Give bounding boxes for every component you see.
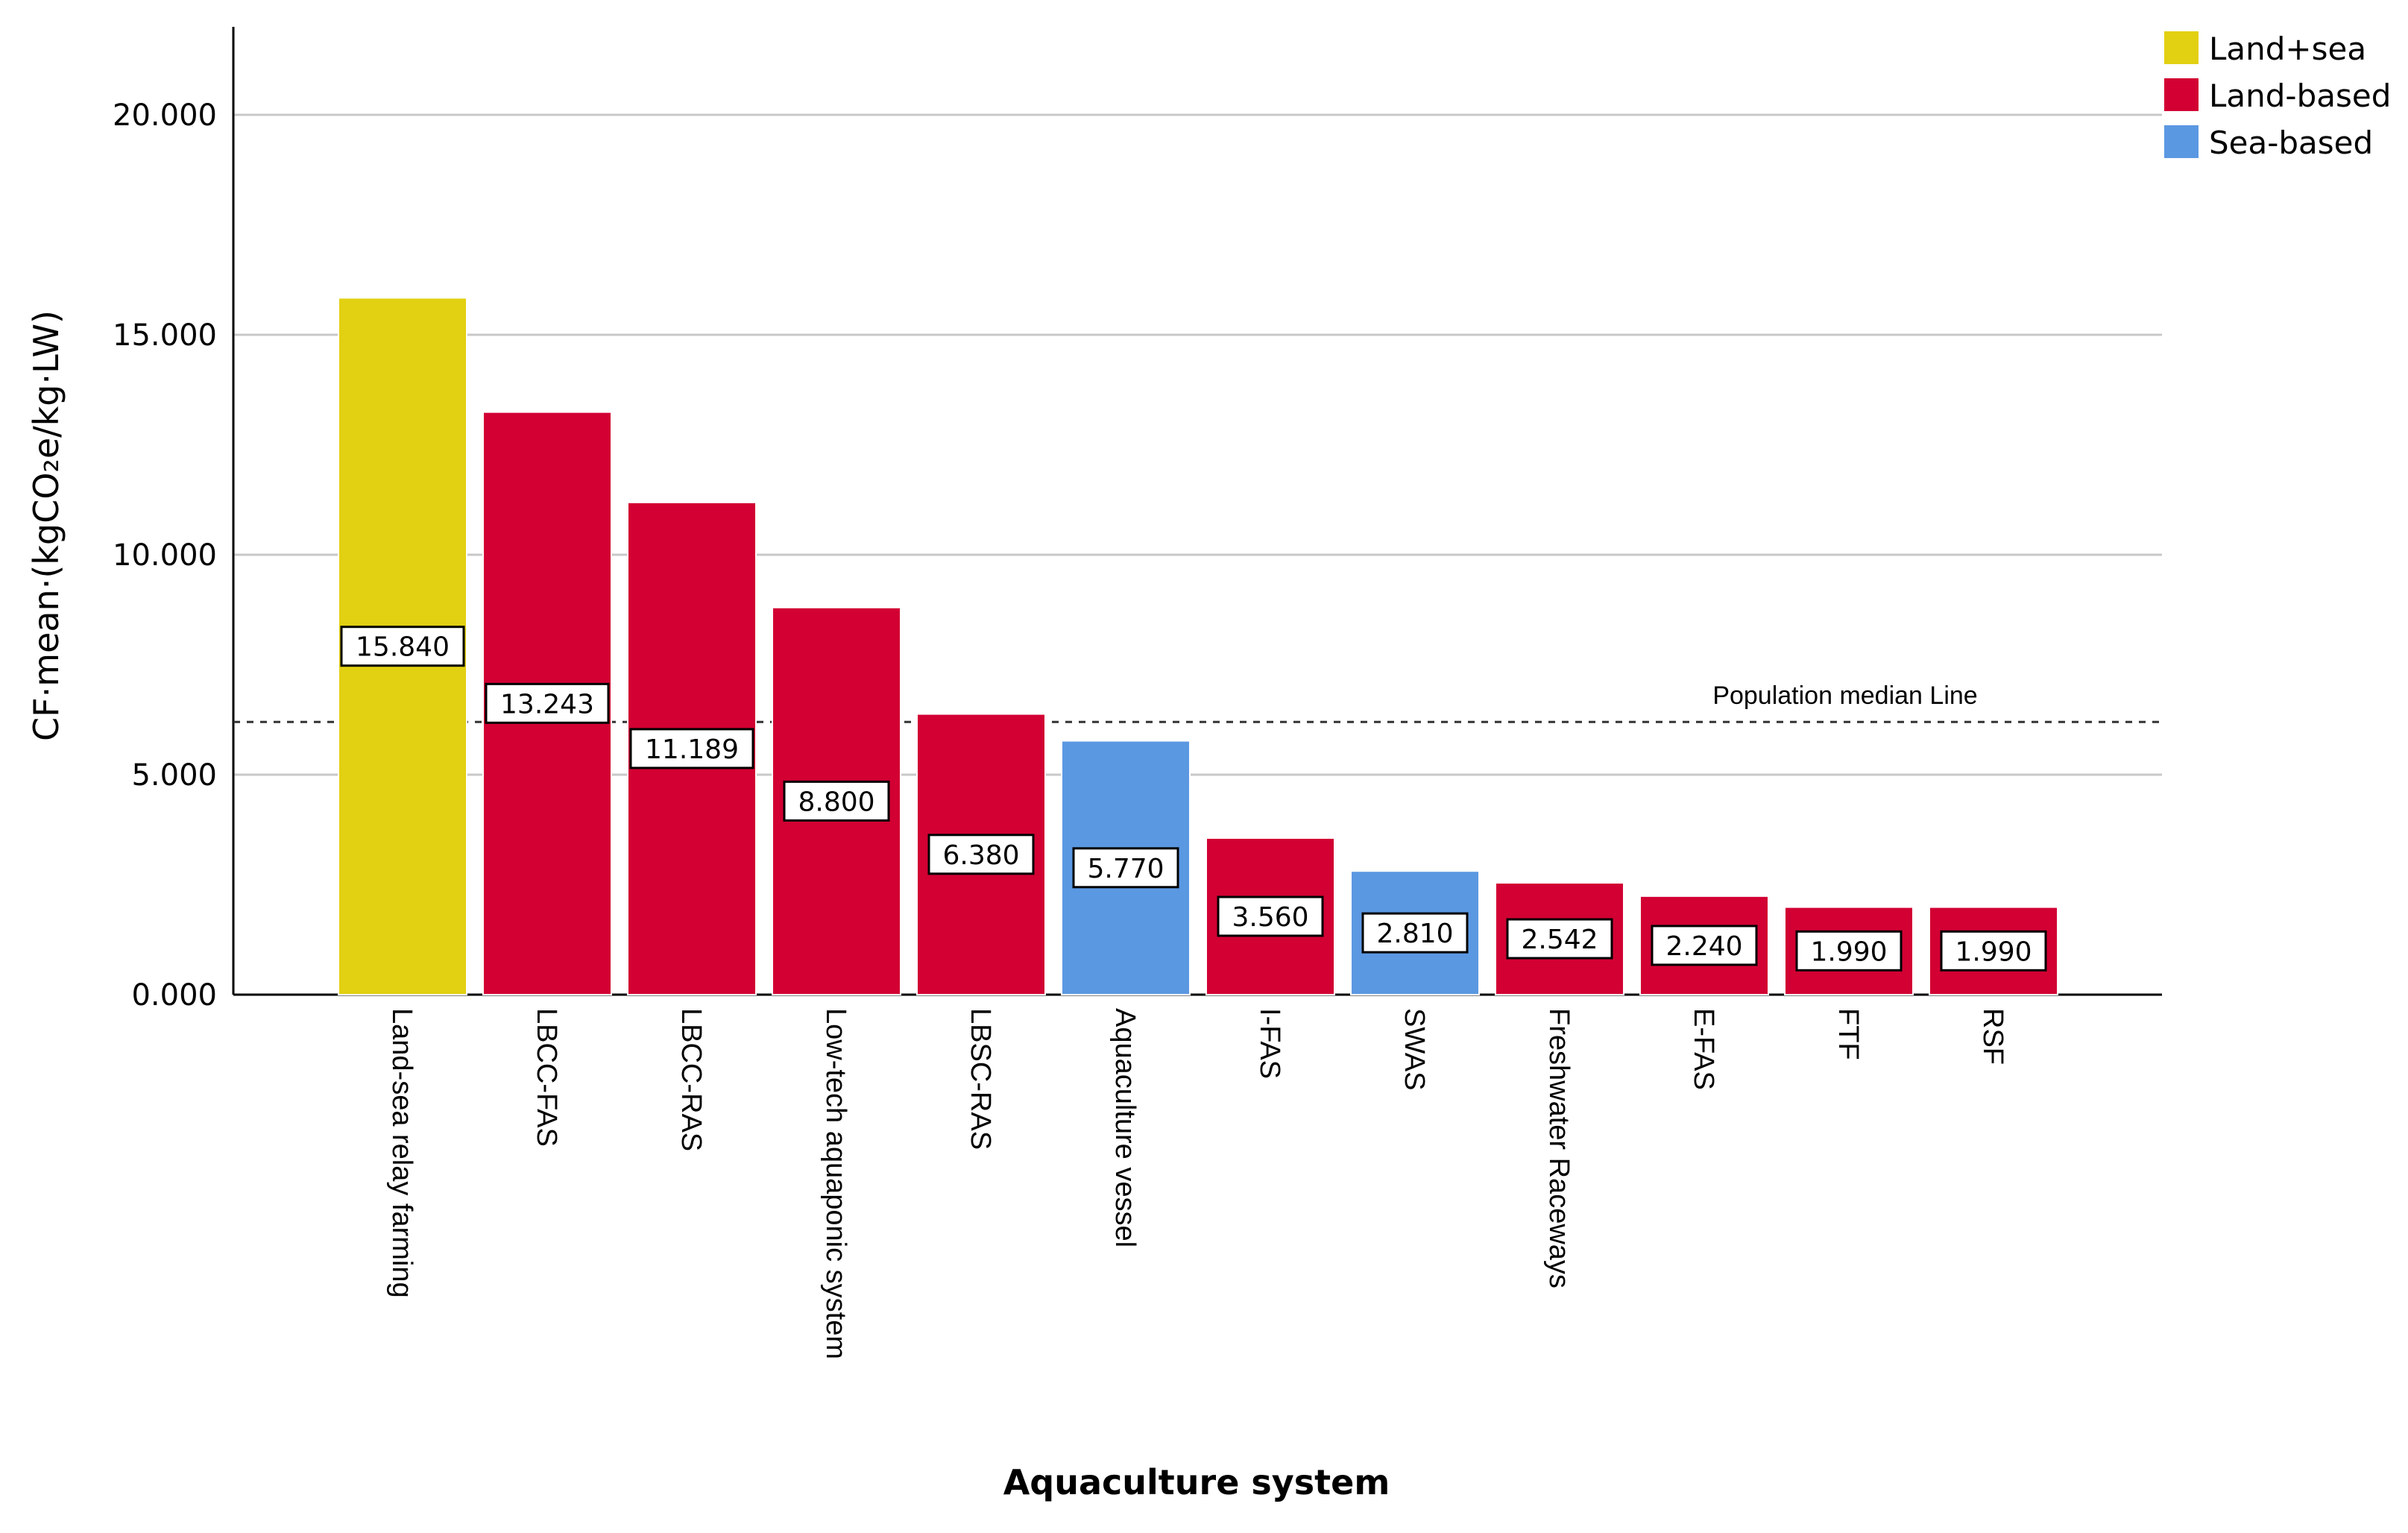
data-label: 6.380 (927, 834, 1035, 875)
x-tick-label: E-FAS (1688, 1008, 1719, 1090)
legend-label: Land-based (2209, 78, 2391, 114)
y-tick-label: 15.000 (113, 318, 217, 353)
data-label: 1.990 (1940, 930, 2047, 972)
x-tick-label: SWAS (1399, 1008, 1430, 1091)
y-axis-title: CF·mean·(kgCO₂e/kg·LW) (26, 310, 66, 741)
data-label-box (1217, 895, 1324, 937)
data-label: 13.243 (485, 682, 610, 724)
median-line-label: Population median Line (1712, 681, 1977, 710)
legend-swatch (2164, 78, 2199, 111)
bars (338, 297, 2058, 996)
data-label-box (1506, 918, 1613, 960)
x-tick-label: Land-sea relay farming (386, 1008, 417, 1298)
y-tick-label: 20.000 (113, 98, 217, 133)
data-label-box (927, 834, 1035, 875)
data-label-text: 2.240 (1665, 931, 1742, 962)
data-label-text: 2.542 (1521, 925, 1598, 955)
data-label-text: 5.770 (1087, 854, 1164, 884)
x-tick-label: LBCC-RAS (675, 1008, 707, 1151)
data-label-text: 1.990 (1810, 937, 1887, 967)
data-label-text: 2.810 (1376, 919, 1453, 949)
data-label-box (1361, 912, 1469, 954)
data-label-box (1795, 930, 1903, 972)
data-label-box (1940, 930, 2047, 972)
legend-label: Sea-based (2209, 125, 2373, 161)
data-label-text: 13.243 (500, 689, 594, 720)
data-label: 2.542 (1506, 918, 1613, 960)
x-tick-label: Aquaculture vessel (1109, 1008, 1141, 1247)
x-tick-label: FTF (1832, 1008, 1864, 1060)
data-label: 3.560 (1217, 895, 1324, 937)
data-label-text: 3.560 (1232, 902, 1308, 933)
data-label: 5.770 (1072, 847, 1179, 889)
data-label-text: 11.189 (645, 734, 739, 765)
y-tick-label: 5.000 (131, 758, 217, 793)
data-label-box (340, 626, 465, 667)
y-tick-label: 0.000 (131, 978, 217, 1013)
data-label-box (1072, 847, 1179, 889)
x-axis-title: Aquaculture system (1003, 1462, 1390, 1502)
x-tick-label: I-FAS (1254, 1008, 1285, 1079)
y-tick-label: 10.000 (113, 538, 217, 573)
x-tick-label: Freshwater Raceways (1543, 1008, 1575, 1288)
legend-swatch (2164, 125, 2199, 158)
x-tick-label: LBCC-FAS (531, 1008, 562, 1147)
y-tick-labels: 0.000 5.000 10.000 15.000 20.000 (113, 98, 217, 1013)
data-label-text: 15.840 (356, 632, 450, 663)
data-label: 2.240 (1651, 925, 1758, 966)
data-label-text: 1.990 (1955, 937, 2032, 967)
data-label: 11.189 (629, 728, 754, 769)
x-tick-label: Low-tech aquaponic system (820, 1008, 851, 1359)
data-labels: 15.840 13.243 11.189 8.800 6.380 5.770 3.560 2.… (340, 626, 2047, 972)
data-label: 8.800 (783, 780, 890, 822)
legend-swatch (2164, 31, 2199, 64)
data-label-text: 8.800 (798, 787, 874, 817)
category-labels: Land-sea relay farming LBCC-FAS LBCC-RAS Lo… (386, 1008, 2008, 1359)
data-label-text: 6.380 (942, 840, 1019, 871)
median-line-group: Population median Line (233, 681, 2162, 723)
data-label: 1.990 (1795, 930, 1903, 972)
data-label-box (485, 682, 610, 724)
data-label: 15.840 (340, 626, 465, 667)
data-label-box (783, 780, 890, 822)
legend-label: Land+sea (2209, 31, 2366, 67)
legend: Land+sea Land-based Sea-based (2164, 31, 2391, 161)
x-tick-label: LBSC-RAS (965, 1008, 996, 1150)
data-label-box (629, 728, 754, 769)
x-tick-label: RSF (1977, 1008, 2008, 1065)
data-label-box (1651, 925, 1758, 966)
data-label: 2.810 (1361, 912, 1469, 954)
